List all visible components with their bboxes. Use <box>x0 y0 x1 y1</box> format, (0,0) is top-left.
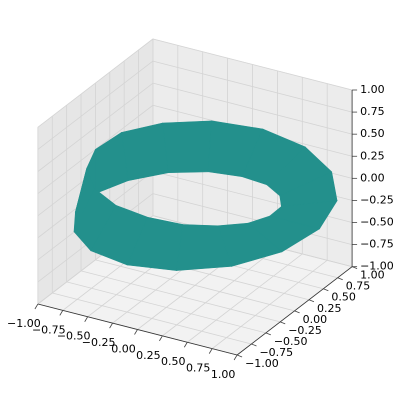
grid-line <box>52 292 252 345</box>
grid-line <box>37 82 154 172</box>
x-tick-label: −0.50 <box>57 330 91 343</box>
tick-mark <box>183 342 188 348</box>
y-tick-label: −0.75 <box>259 346 293 359</box>
y-tick-label: 1.00 <box>360 269 385 282</box>
z-tick-label: −0.50 <box>360 216 394 229</box>
grid-line <box>152 82 353 135</box>
tick-mark <box>233 354 238 361</box>
y-tick-label: −0.25 <box>288 324 322 337</box>
tick-mark <box>251 343 257 347</box>
x-tick-label: 0.50 <box>161 355 186 368</box>
axis-line <box>37 303 238 356</box>
tick-mark <box>265 332 271 336</box>
z-tick-label: −0.75 <box>360 238 394 251</box>
y-tick-label: −1.00 <box>245 357 279 370</box>
y-tick-label: 0.00 <box>303 313 328 326</box>
tick-mark <box>337 277 343 281</box>
tick-mark <box>59 310 64 316</box>
grid-line <box>37 60 154 150</box>
tick-mark <box>159 335 163 342</box>
z-tick-label: 0.25 <box>360 149 385 162</box>
x-tick-label: 0.25 <box>136 349 161 362</box>
z-tick-label: 1.00 <box>360 83 385 96</box>
grid-line <box>152 38 353 91</box>
tick-mark <box>294 310 300 314</box>
z-tick-label: 0.50 <box>360 127 385 140</box>
axis-line <box>236 266 353 356</box>
z-tick-label: 0.00 <box>360 171 385 184</box>
surface-face <box>176 224 233 271</box>
tick-mark <box>109 322 113 329</box>
y-tick-label: 0.75 <box>346 280 371 293</box>
grid-line <box>152 60 353 113</box>
x-tick-label: 0.00 <box>111 342 136 355</box>
tick-mark <box>208 348 213 354</box>
tick-mark <box>134 329 138 335</box>
tick-mark <box>323 288 329 292</box>
x-tick-label: 0.75 <box>186 362 211 375</box>
y-tick-label: 0.50 <box>331 291 356 304</box>
tick-mark <box>280 321 286 325</box>
grid-line <box>66 281 266 334</box>
z-tick-label: −0.25 <box>360 193 394 206</box>
grid-line <box>80 270 281 323</box>
y-tick-label: 0.25 <box>317 302 342 315</box>
tick-mark <box>308 299 315 303</box>
grid-line <box>37 38 154 128</box>
x-tick-label: −0.75 <box>32 323 66 336</box>
x-tick-label: 1.00 <box>211 368 236 381</box>
z-tick-label: 0.75 <box>360 105 385 118</box>
z-tick-label: −1.00 <box>360 260 394 273</box>
x-tick-label: −1.00 <box>7 317 41 330</box>
x-tick-label: −0.25 <box>82 336 116 349</box>
grid-line <box>152 193 353 245</box>
tick-mark <box>34 303 39 310</box>
tick-mark <box>84 316 89 322</box>
y-tick-label: −0.50 <box>274 335 308 348</box>
surface-face <box>121 122 169 182</box>
tick-mark <box>236 354 243 358</box>
surface-face <box>162 120 212 174</box>
grid-line <box>95 259 295 312</box>
